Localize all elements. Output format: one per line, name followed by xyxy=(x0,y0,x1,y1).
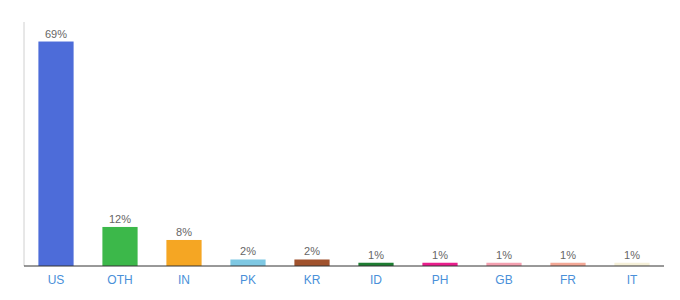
data-label: 2% xyxy=(304,245,320,257)
chart-container: 69% 12% 8% 2% 2% 1% 1% 1% 1% 1% US OTH IN PK KR ID PH GB F… xyxy=(0,0,680,300)
bar xyxy=(166,240,201,266)
x-axis-line xyxy=(24,266,664,267)
x-tick-label: FR xyxy=(560,273,576,287)
y-axis-line xyxy=(24,22,25,266)
data-label: 69% xyxy=(45,28,67,40)
x-tick-label: IT xyxy=(627,273,638,287)
x-tick-label: ID xyxy=(370,273,382,287)
data-label: 1% xyxy=(560,249,576,261)
data-label: 1% xyxy=(496,249,512,261)
bar xyxy=(230,259,265,266)
x-tick-label: OTH xyxy=(107,273,132,287)
x-tick-label: KR xyxy=(304,273,321,287)
x-tick-label: GB xyxy=(495,273,512,287)
bar xyxy=(294,259,329,266)
bar xyxy=(38,42,73,266)
data-label: 1% xyxy=(624,249,640,261)
data-label: 12% xyxy=(109,213,131,225)
x-tick-label: IN xyxy=(178,273,190,287)
data-label: 1% xyxy=(368,249,384,261)
data-label: 1% xyxy=(432,249,448,261)
bar xyxy=(102,227,137,266)
x-tick-label: US xyxy=(48,273,65,287)
x-tick-label: PH xyxy=(432,273,449,287)
data-label: 8% xyxy=(176,226,192,238)
chart: 69% 12% 8% 2% 2% 1% 1% 1% 1% 1% US OTH IN PK KR ID PH GB F… xyxy=(0,0,680,300)
x-tick-label: PK xyxy=(240,273,256,287)
data-label: 2% xyxy=(240,245,256,257)
bars xyxy=(38,42,649,266)
